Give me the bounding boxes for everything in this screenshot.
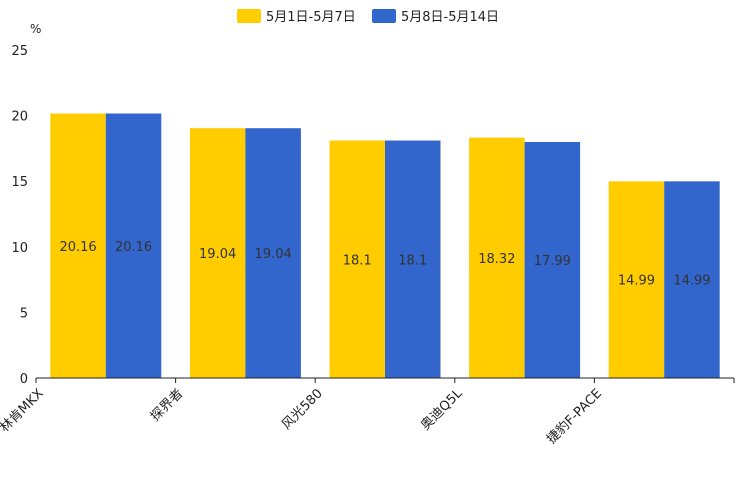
y-axis-unit: % <box>30 22 41 36</box>
y-tick-label: 0 <box>20 372 28 387</box>
y-tick-label: 15 <box>11 175 28 190</box>
bar-5-series-2 <box>664 181 720 378</box>
y-tick-label: 10 <box>11 241 28 256</box>
x-category-label-3: 风光580 <box>279 386 326 433</box>
bar-3-series-2 <box>385 140 441 378</box>
bar-4-series-1 <box>469 137 525 378</box>
bar-2-series-1 <box>189 128 246 378</box>
data-label-2-series-1: 19.04 <box>199 247 236 262</box>
data-label-5-series-2: 14.99 <box>673 274 710 289</box>
y-axis-ticks: 0 5 10 15 20 25 <box>11 44 28 387</box>
data-label-1-series-1: 20.16 <box>59 240 96 255</box>
legend-label-2: 5月8日-5月14日 <box>401 10 499 25</box>
bar-5-series-1 <box>608 181 665 378</box>
bar-1-series-1 <box>50 113 106 379</box>
bar-4-series-2 <box>524 141 581 378</box>
legend-swatch-1 <box>237 9 261 23</box>
bars <box>50 113 720 379</box>
bar-1-series-2 <box>105 113 162 379</box>
data-label-1-series-2: 20.16 <box>115 240 152 255</box>
x-category-label-1: 林肯MKX <box>0 386 47 435</box>
y-tick-label: 20 <box>11 110 28 125</box>
bar-3-series-1 <box>329 140 385 378</box>
data-labels: 20.16 20.16 19.04 19.04 18.1 18.1 18.32 17.99 14… <box>59 240 710 289</box>
x-category-label-4: 奥迪Q5L <box>418 386 466 434</box>
y-tick-label: 25 <box>11 44 28 59</box>
data-label-4-series-2: 17.99 <box>534 254 571 269</box>
x-category-label-2: 探界者 <box>148 386 186 424</box>
data-label-2-series-2: 19.04 <box>255 247 292 262</box>
legend-swatch-2 <box>372 9 396 23</box>
data-label-3-series-1: 18.1 <box>343 253 372 268</box>
bar-2-series-2 <box>245 128 301 378</box>
y-tick-label: 5 <box>20 306 28 321</box>
data-label-4-series-1: 18.32 <box>478 252 515 267</box>
x-axis-ticks: 林肯MKX 探界者 风光580 奥迪Q5L 捷豹F-PACE <box>0 378 735 447</box>
data-label-5-series-1: 14.99 <box>618 274 655 289</box>
x-category-label-5: 捷豹F-PACE <box>544 386 605 447</box>
legend: 5月1日-5月7日 5月8日-5月14日 <box>237 9 499 25</box>
data-label-3-series-2: 18.1 <box>398 253 427 268</box>
legend-label-1: 5月1日-5月7日 <box>266 10 356 25</box>
